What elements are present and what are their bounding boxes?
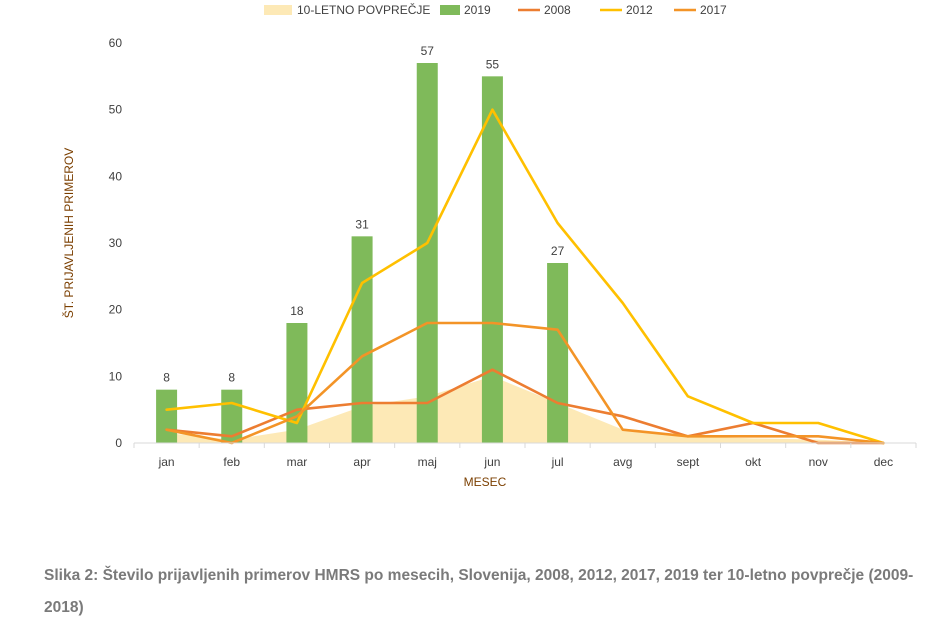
chart: 8 8 18 31 57 55 27 jan feb mar apr maj jun jul avg sep… — [44, 0, 940, 522]
bar-2019 — [481, 76, 503, 443]
legend-label: 2017 — [700, 3, 727, 17]
y-tick-label: 60 — [109, 36, 123, 50]
bar-data-label: 31 — [355, 217, 369, 231]
x-tick-label: nov — [809, 455, 828, 469]
x-axis-title: MESEC — [464, 475, 507, 489]
legend-swatch — [440, 5, 460, 15]
legend-label: 10-LETNO POVPREČJE — [297, 2, 430, 17]
x-tick-label: avg — [613, 455, 632, 469]
x-tick-label: sept — [677, 455, 700, 469]
x-tick-label: okt — [745, 455, 762, 469]
bar-2019 — [156, 389, 178, 443]
line-2008 — [165, 368, 885, 445]
x-tick-label: mar — [287, 455, 308, 469]
average-area — [166, 376, 884, 443]
x-tick-label: apr — [353, 455, 370, 469]
bar-data-label: 8 — [228, 371, 235, 385]
x-tick-label: jun — [483, 455, 500, 469]
bar-2019 — [286, 323, 308, 443]
legend-item: 10-LETNO POVPREČJE — [264, 2, 430, 17]
x-tick-label: jan — [158, 455, 175, 469]
x-tick-label: dec — [874, 455, 893, 469]
x-tick-label: maj — [418, 455, 437, 469]
bar-data-label: 8 — [163, 371, 170, 385]
bar-data-label: 57 — [421, 44, 435, 58]
legend-item: 2017 — [674, 3, 727, 17]
y-tick-label: 40 — [109, 169, 123, 183]
legend-swatch — [264, 5, 292, 15]
chart-svg: 8 8 18 31 57 55 27 jan feb mar apr maj jun jul avg sep… — [61, 2, 917, 489]
y-tick-label: 50 — [109, 103, 123, 117]
legend-item: 2008 — [518, 3, 571, 17]
legend-label: 2019 — [464, 3, 491, 17]
legend-label: 2008 — [544, 3, 571, 17]
legend-label: 2012 — [626, 3, 653, 17]
y-tick-label: 0 — [115, 436, 122, 450]
bar-data-label: 55 — [486, 57, 500, 71]
x-tick-label: feb — [223, 455, 240, 469]
bar-2019 — [416, 63, 438, 443]
bar-2019 — [351, 236, 373, 443]
y-axis-title: ŠT. PRIJAVLJENIH PRIMEROV — [61, 148, 76, 318]
bar-2019 — [547, 263, 569, 443]
bar-data-label: 27 — [551, 244, 565, 258]
legend-item: 2012 — [600, 3, 653, 17]
y-tick-label: 10 — [109, 369, 123, 383]
bar-data-label: 18 — [290, 304, 304, 318]
y-tick-label: 20 — [109, 303, 123, 317]
line-2017 — [165, 321, 885, 445]
legend-item: 2019 — [440, 3, 491, 17]
x-tick-label: jul — [551, 455, 564, 469]
y-tick-label: 30 — [109, 236, 123, 250]
figure-caption: Slika 2: Število prijavljenih primerov H… — [44, 567, 914, 616]
